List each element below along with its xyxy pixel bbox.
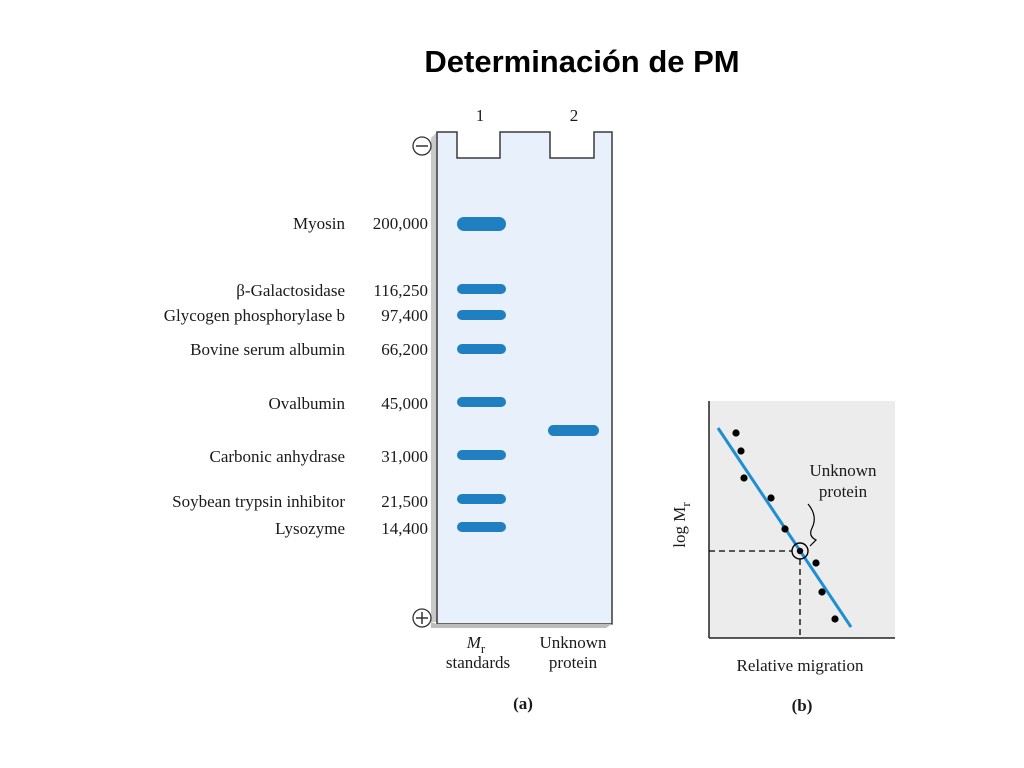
data-point	[818, 588, 826, 596]
gel-band-bsa	[457, 344, 506, 354]
standard-row: Myosin 200,000	[293, 214, 506, 233]
lane2-caption-unknown: Unknown	[539, 633, 607, 652]
standard-mw: 21,500	[381, 492, 428, 511]
gel-band-trypsin-inhibitor	[457, 494, 506, 504]
lane1-caption-symbol: Mr	[466, 633, 486, 656]
lane-number-1: 1	[476, 106, 485, 125]
lane1-caption-m: M	[466, 633, 482, 652]
gel-band-unknown-protein	[548, 425, 599, 436]
standard-name: β-Galactosidase	[236, 281, 345, 300]
gel-body	[436, 131, 613, 625]
standard-row: Glycogen phosphorylase b 97,400	[164, 306, 506, 325]
plot-area	[709, 401, 895, 638]
gel-panel: 1 2 Myosin 200,000 β-Galactosidase 116,2…	[164, 106, 613, 713]
standard-mw: 116,250	[373, 281, 428, 300]
annotation-protein: protein	[819, 482, 868, 501]
standard-mw: 97,400	[381, 306, 428, 325]
y-axis-label-text: log M	[670, 507, 689, 548]
gel-edge-shadow	[431, 132, 437, 622]
lane1-caption-standards: standards	[446, 653, 510, 672]
data-point	[732, 429, 740, 437]
standard-row: Bovine serum albumin 66,200	[190, 340, 506, 359]
data-point	[767, 494, 775, 502]
standard-name: Ovalbumin	[269, 394, 346, 413]
data-point	[831, 615, 839, 623]
lane1-caption-sub: r	[481, 641, 486, 656]
standard-name: Myosin	[293, 214, 345, 233]
gel-band-galactosidase	[457, 284, 506, 294]
annotation-unknown: Unknown	[809, 461, 877, 480]
standard-mw: 200,000	[373, 214, 428, 233]
data-point	[781, 525, 789, 533]
panel-a-label: (a)	[513, 694, 533, 713]
calibration-plot: Unknown protein log Mr Relative migratio…	[670, 401, 895, 715]
lane-number-2: 2	[570, 106, 579, 125]
standard-mw: 14,400	[381, 519, 428, 538]
standard-mw: 66,200	[381, 340, 428, 359]
standard-row: Carbonic anhydrase 31,000	[210, 447, 506, 466]
page-title: Determinación de PM	[424, 44, 740, 79]
data-point	[740, 474, 748, 482]
anode-plus-icon	[412, 608, 432, 628]
standard-row: Ovalbumin 45,000	[269, 394, 506, 413]
standard-name: Glycogen phosphorylase b	[164, 306, 345, 325]
data-points	[732, 429, 839, 623]
gel-band-phosphorylase	[457, 310, 506, 320]
data-point	[737, 447, 745, 455]
standard-row: Soybean trypsin inhibitor 21,500	[172, 492, 506, 511]
standards-list: Myosin 200,000 β-Galactosidase 116,250 G…	[164, 214, 506, 538]
standard-row: β-Galactosidase 116,250	[236, 281, 506, 300]
data-point	[812, 559, 820, 567]
gel-bottom-edge	[431, 622, 612, 628]
cathode-minus-icon	[412, 136, 432, 156]
standard-mw: 45,000	[381, 394, 428, 413]
standard-name: Carbonic anhydrase	[210, 447, 345, 466]
y-axis-label: log Mr	[670, 502, 693, 548]
panel-b-label: (b)	[792, 696, 813, 715]
lane2-caption-protein: protein	[549, 653, 598, 672]
x-axis-label: Relative migration	[737, 656, 864, 675]
gel-band-carbonic-anhydrase	[457, 450, 506, 460]
standard-name: Bovine serum albumin	[190, 340, 345, 359]
gel-band-ovalbumin	[457, 397, 506, 407]
y-axis-label-sub: r	[678, 502, 693, 507]
gel-band-lysozyme	[457, 522, 506, 532]
annotation-leader	[807, 503, 818, 547]
gel-band-myosin	[457, 217, 506, 231]
standard-name: Soybean trypsin inhibitor	[172, 492, 345, 511]
standard-name: Lysozyme	[275, 519, 345, 538]
standard-mw: 31,000	[381, 447, 428, 466]
standard-row: Lysozyme 14,400	[275, 519, 506, 538]
